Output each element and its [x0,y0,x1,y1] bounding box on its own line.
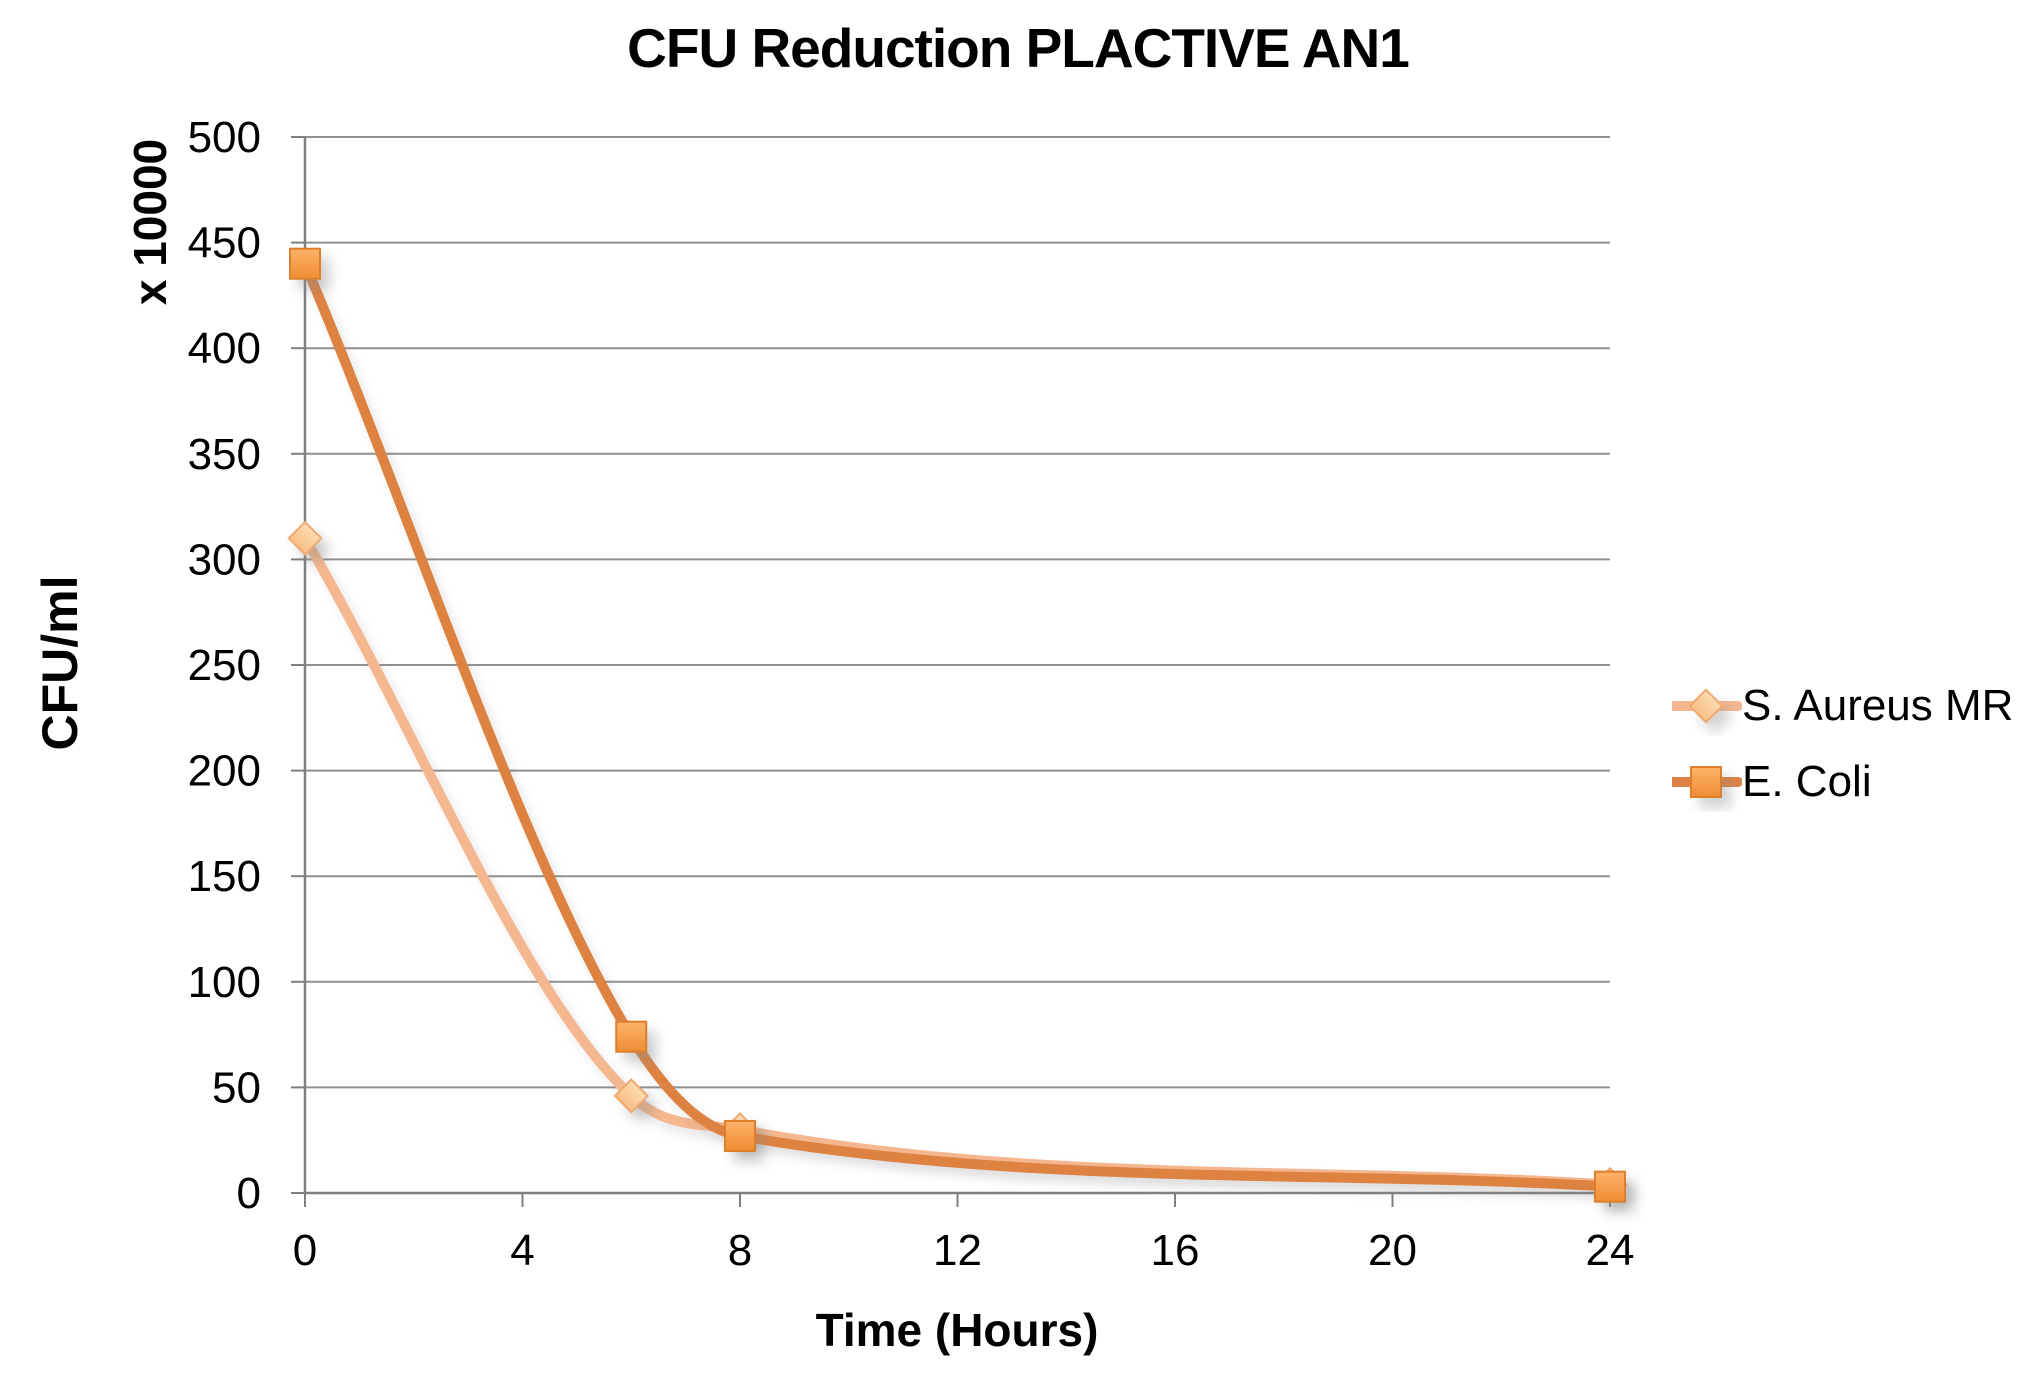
x-tick-label: 20 [1368,1226,1417,1275]
marker-square [289,247,321,280]
y-tick-label: 250 [188,641,261,690]
x-tick-label: 8 [728,1226,752,1275]
marker-square [1594,1170,1626,1203]
legend-item-s-aureus-mr: S. Aureus MR [1672,668,2013,744]
legend-label: E. Coli [1742,757,1872,806]
marker-diamond [287,520,323,556]
y-tick-label: 200 [188,747,261,796]
legend-key-s-aureus-mr [1672,688,1742,724]
marker-diamond [1688,688,1724,724]
y-tick-label: 500 [188,113,261,162]
y-tick-label: 150 [188,852,261,901]
x-tick-label: 16 [1151,1226,1200,1275]
y-tick-label: 100 [188,958,261,1007]
legend-key-e-coli [1672,766,1742,798]
y-tick-label: 450 [188,219,261,268]
marker-square [724,1119,756,1152]
x-tick-label: 0 [293,1226,317,1275]
x-tick-label: 12 [933,1226,982,1275]
legend: S. Aureus MR E. Coli [1672,668,2013,820]
x-axis-title: Time (Hours) [815,1304,1099,1356]
y-tick-label: 400 [188,324,261,373]
y-tick-label: 350 [188,430,261,479]
x-tick-label: 24 [1586,1226,1635,1275]
y-tick-label: 50 [212,1063,261,1112]
legend-item-e-coli: E. Coli [1672,744,2013,820]
marker-square [1690,766,1722,798]
x-tick-label: 4 [510,1226,534,1275]
y-tick-label: 0 [237,1169,261,1218]
y-tick-label: 300 [188,535,261,584]
chart-title: CFU Reduction PLACTIVE AN1 [627,17,1410,79]
series-line-e-coli [300,258,1615,1192]
legend-label: S. Aureus MR [1742,681,2014,730]
marker-diamond [613,1078,649,1114]
marker-square [615,1020,648,1053]
